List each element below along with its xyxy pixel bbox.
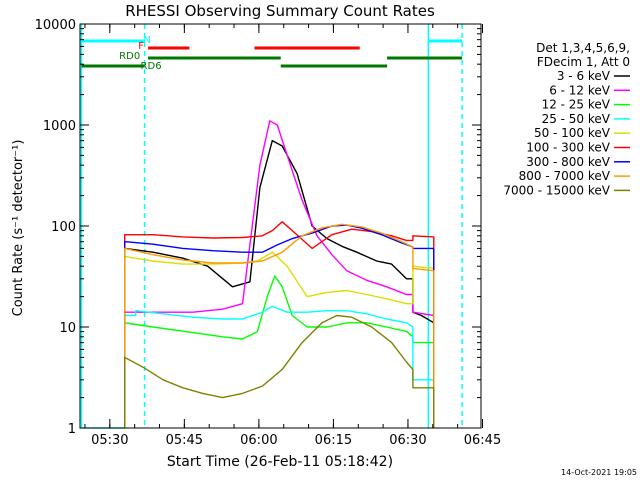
legend-entry-label: 50 - 100 keV [534, 126, 611, 140]
legend-entry-label: 25 - 50 keV [542, 112, 611, 126]
y-tick-label: 1 [68, 422, 76, 437]
series-line [123, 223, 435, 428]
status-bar-label: RD0 [119, 51, 140, 62]
y-tick-label: 10 [59, 321, 76, 336]
series-line [123, 139, 435, 428]
legend: Det 1,3,4,5,6,9, FDecim 1, Att 0 3 - 6 k… [503, 41, 630, 197]
x-axis-label: Start Time (26-Feb-11 05:18:42) [167, 454, 393, 470]
axes: 1 10 100 1000 10000 05:30 05:45 06:00 06:15 06:30… [35, 18, 502, 448]
x-tick-label: 05:30 [91, 433, 128, 448]
legend-entry-label: 7000 - 15000 keV [503, 183, 610, 197]
series-line [123, 251, 435, 428]
x-tick-label: 06:45 [464, 433, 501, 448]
y-tick-label: 10000 [35, 18, 76, 33]
x-tick-label: 06:30 [389, 433, 426, 448]
y-tick-label: 100 [51, 220, 76, 235]
legend-entry-label: 100 - 300 keV [526, 141, 610, 155]
legend-header-line-2: FDecim 1, Att 0 [537, 55, 630, 69]
legend-entry-label: 300 - 800 keV [526, 155, 610, 169]
status-bar-label: F [138, 41, 144, 52]
legend-entry-label: 3 - 6 keV [557, 69, 611, 83]
chart-title: RHESSI Observing Summary Count Rates [125, 2, 435, 20]
legend-entry-label: 800 - 7000 keV [519, 169, 611, 183]
legend-header-line-1: Det 1,3,4,5,6,9, [536, 41, 630, 55]
legend-entry-label: 12 - 25 keV [542, 98, 611, 112]
status-bar-label: N [143, 35, 150, 46]
x-tick-label: 05:45 [166, 433, 203, 448]
series-line [123, 120, 435, 428]
series-line [81, 305, 435, 429]
legend-entry-label: 6 - 12 keV [549, 83, 611, 97]
footer-timestamp: 14-Oct-2021 19:05 [561, 468, 637, 477]
series-line [123, 221, 435, 428]
series-line [123, 275, 435, 428]
y-tick-label: 1000 [43, 119, 76, 134]
status-bar-label: RD6 [141, 61, 162, 72]
series-lines [81, 120, 435, 429]
series-line [123, 314, 435, 428]
plot-frame [79, 23, 482, 429]
x-tick-label: 06:15 [315, 433, 352, 448]
plot-area [80, 24, 463, 428]
y-axis-label: Count Rate (s⁻¹ detector⁻¹) [11, 140, 26, 317]
x-tick-label: 06:00 [240, 433, 277, 448]
